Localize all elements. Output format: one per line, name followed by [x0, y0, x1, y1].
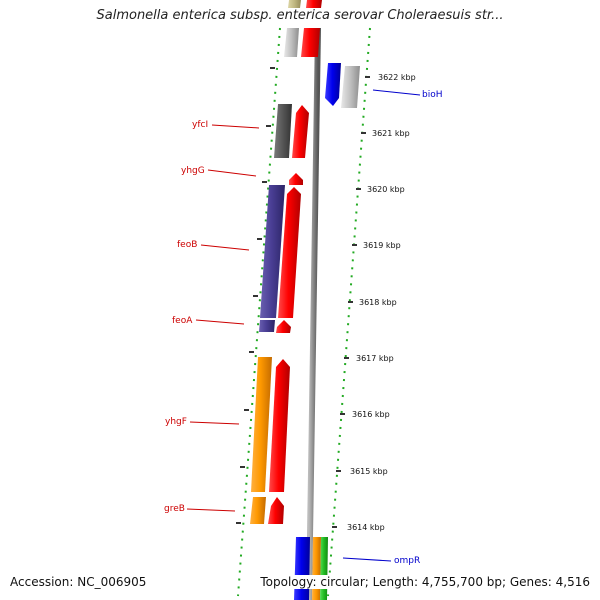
gene-ompR — [294, 537, 310, 600]
gene-yfcI — [274, 104, 292, 158]
tick-label: 3619 kbp — [363, 241, 401, 250]
gene-label-feoB: feoB — [177, 240, 197, 250]
gene-feature — [320, 537, 328, 600]
gene-feoB — [260, 185, 285, 318]
gene-feature — [288, 0, 301, 8]
scale-ticks: 3622 kbp 3621 kbp 3620 kbp 3619 kbp 3618… — [332, 73, 416, 532]
tick-label: 3617 kbp — [356, 354, 394, 363]
gene-label-greB: greB — [164, 504, 185, 514]
gene-feature — [268, 497, 284, 524]
gene-feature — [292, 105, 309, 158]
accession-text: Accession: NC_006905 — [10, 575, 151, 589]
gene-feature — [312, 537, 321, 600]
gene-label-yhgG: yhgG — [181, 166, 205, 176]
label-leader-line — [211, 124, 260, 129]
tick-label: 3616 kbp — [352, 410, 390, 419]
gene-label-feoA: feoA — [172, 316, 193, 326]
tick-label: 3620 kbp — [367, 185, 405, 194]
label-leader-line — [207, 169, 257, 177]
gene-feature — [278, 187, 301, 318]
gene-feature — [284, 28, 299, 57]
tick-label: 3622 kbp — [378, 73, 416, 82]
gene-feoA — [259, 320, 275, 332]
gene-feature — [269, 359, 290, 492]
genome-stats-text: Topology: circular; Length: 4,755,700 bp… — [256, 575, 590, 589]
label-leader-line — [342, 557, 392, 562]
gene-greB — [250, 497, 266, 524]
tick-label: 3621 kbp — [372, 129, 410, 138]
label-leader-line — [195, 319, 245, 325]
gene-feature — [341, 66, 360, 108]
genome-axis — [306, 27, 321, 600]
gene-bioH — [325, 63, 341, 106]
right-guide-line — [327, 27, 371, 597]
gene-label-yfcI: yfcI — [192, 120, 208, 130]
label-leader-line — [200, 244, 250, 251]
gene-yhgG — [289, 173, 303, 185]
gene-features — [250, 0, 360, 600]
gene-feature — [306, 0, 322, 8]
gene-label-ompR: ompR — [394, 556, 420, 566]
genome-title: Salmonella enterica subsp. enterica sero… — [96, 8, 504, 23]
tick-label: 3615 kbp — [350, 467, 388, 476]
right-gene-labels: bioH ompR — [342, 89, 443, 566]
left-gene-labels: yfcI yhgG feoB feoA yhgF greB — [164, 120, 260, 514]
label-leader-line — [189, 421, 240, 425]
label-leader-line — [372, 89, 421, 96]
tick-label: 3618 kbp — [359, 298, 397, 307]
gene-yhgF — [251, 357, 272, 492]
gene-feature — [276, 320, 291, 333]
left-tick-marks — [236, 67, 275, 524]
gene-label-bioH: bioH — [422, 90, 443, 100]
gene-label-yhgF: yhgF — [165, 417, 187, 427]
gene-feature — [301, 28, 320, 57]
label-leader-line — [186, 508, 236, 512]
tick-label: 3614 kbp — [347, 523, 385, 532]
